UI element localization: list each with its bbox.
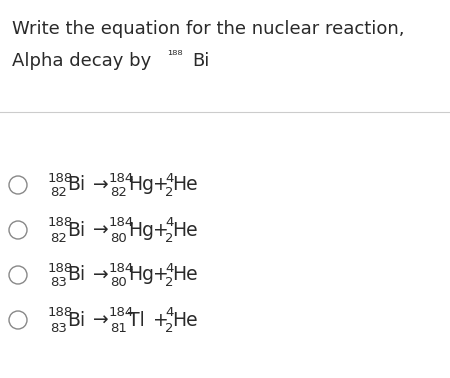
Text: 82: 82 <box>111 186 127 200</box>
Text: Bi: Bi <box>68 220 86 240</box>
Text: 4: 4 <box>165 217 174 229</box>
Text: He: He <box>172 265 198 285</box>
Text: 2: 2 <box>165 322 174 335</box>
Text: 184: 184 <box>108 262 134 274</box>
Text: 83: 83 <box>50 276 67 290</box>
Text: +: + <box>153 175 169 195</box>
Text: He: He <box>172 220 198 240</box>
Text: 80: 80 <box>111 276 127 290</box>
Text: +: + <box>153 310 169 330</box>
Text: +: + <box>153 265 169 285</box>
Text: Bi: Bi <box>68 310 86 330</box>
Text: Bi: Bi <box>192 52 209 70</box>
Text: 4: 4 <box>165 307 174 319</box>
Text: 2: 2 <box>165 186 174 200</box>
Text: Hg: Hg <box>128 265 154 285</box>
Text: Bi: Bi <box>68 175 86 195</box>
Text: He: He <box>172 310 198 330</box>
Text: 2: 2 <box>165 231 174 245</box>
Text: 188: 188 <box>48 172 73 184</box>
Text: →: → <box>93 175 108 195</box>
Text: 188: 188 <box>48 217 73 229</box>
Text: +: + <box>153 220 169 240</box>
Text: 4: 4 <box>165 172 174 184</box>
Text: 188: 188 <box>48 307 73 319</box>
Text: →: → <box>93 265 108 285</box>
Text: 80: 80 <box>111 231 127 245</box>
Text: Hg: Hg <box>128 220 154 240</box>
Text: 4: 4 <box>165 262 174 274</box>
Text: He: He <box>172 175 198 195</box>
Text: ¹⁸⁸: ¹⁸⁸ <box>167 49 183 62</box>
Text: 81: 81 <box>111 322 127 335</box>
Text: 188: 188 <box>48 262 73 274</box>
Text: 184: 184 <box>108 217 134 229</box>
Text: 83: 83 <box>50 322 67 335</box>
Text: Alpha decay by: Alpha decay by <box>12 52 157 70</box>
Text: 82: 82 <box>50 231 67 245</box>
Text: 2: 2 <box>165 276 174 290</box>
Text: 184: 184 <box>108 307 134 319</box>
Text: →: → <box>93 310 108 330</box>
Text: Tl: Tl <box>128 310 145 330</box>
Text: →: → <box>93 220 108 240</box>
Text: Write the equation for the nuclear reaction,: Write the equation for the nuclear react… <box>12 20 405 38</box>
Text: 82: 82 <box>50 186 67 200</box>
Text: 184: 184 <box>108 172 134 184</box>
Text: Hg: Hg <box>128 175 154 195</box>
Text: Bi: Bi <box>68 265 86 285</box>
